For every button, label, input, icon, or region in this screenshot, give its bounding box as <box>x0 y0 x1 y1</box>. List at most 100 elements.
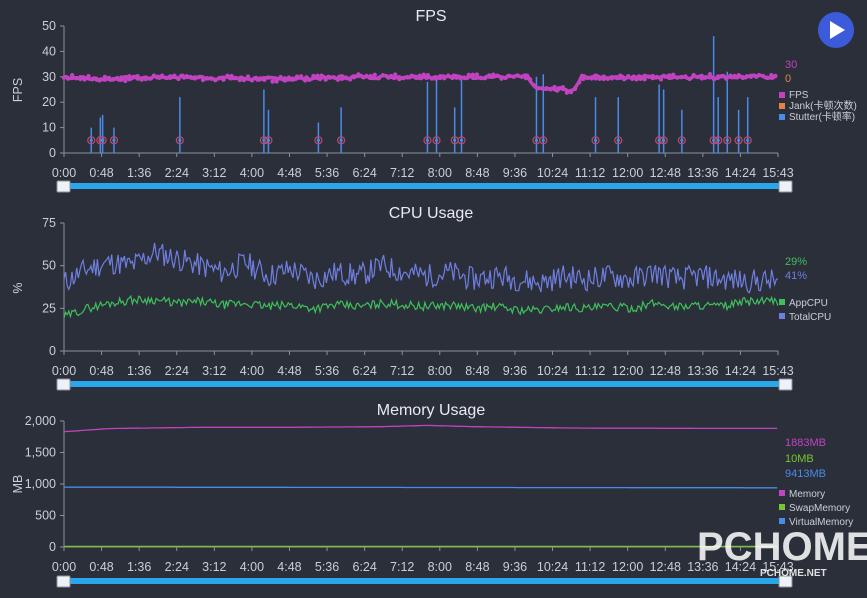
fps-point <box>748 74 754 79</box>
fps-point <box>773 73 778 79</box>
fps-point <box>703 75 709 80</box>
fps-point <box>360 74 365 80</box>
x-tick-label: 7:12 <box>390 364 414 378</box>
y-tick-label: 0 <box>49 540 56 554</box>
cpu-y-ticks: 0 25 50 75 <box>42 216 778 358</box>
fps-point <box>437 74 443 79</box>
fps-point <box>90 76 95 82</box>
fps-point <box>695 74 700 80</box>
stutter-point <box>725 138 729 142</box>
fps-point <box>262 77 267 82</box>
fps-point <box>307 77 312 82</box>
legend-swatch-totalcpu <box>779 313 785 319</box>
slider-handle-left[interactable] <box>56 180 71 193</box>
fps-point <box>233 75 238 81</box>
fps-point <box>339 76 345 82</box>
fps-point <box>572 86 578 92</box>
fps-point <box>94 77 99 82</box>
x-tick-label: 0:00 <box>52 166 76 180</box>
slider-handle-right[interactable] <box>778 575 793 588</box>
slider-handle-right[interactable] <box>778 378 793 391</box>
memory-time-slider[interactable] <box>56 575 793 588</box>
fps-point <box>634 77 639 82</box>
fps-point <box>311 73 316 79</box>
fps-point <box>392 72 398 77</box>
x-tick-label: 9:36 <box>503 364 527 378</box>
x-tick-label: 12:48 <box>650 560 681 574</box>
slider-handle-left[interactable] <box>56 378 71 391</box>
fps-point <box>409 73 414 79</box>
appcpu-line <box>63 294 779 319</box>
fps-point <box>589 76 594 81</box>
fps-point <box>119 75 124 80</box>
fps-point <box>168 75 173 81</box>
fps-time-slider[interactable] <box>56 180 793 193</box>
x-tick-label: 13:36 <box>687 364 718 378</box>
legend-swatch-swap <box>779 504 785 510</box>
fps-point <box>102 74 108 80</box>
fps-point <box>98 77 103 82</box>
x-tick-label: 15:43 <box>762 364 793 378</box>
slider-handle-left[interactable] <box>56 575 71 588</box>
fps-point <box>164 75 169 81</box>
fps-y-axis-label: FPS <box>11 78 25 102</box>
memory-legend: Memory SwapMemory VirtualMemory <box>779 489 853 528</box>
fps-point <box>319 73 324 78</box>
fps-point <box>155 74 161 79</box>
stutter-point <box>266 138 271 142</box>
fps-legend: FPS Jank(卡顿次数) Stutter(卡顿率) <box>779 90 857 123</box>
x-tick-label: 10:24 <box>537 364 568 378</box>
x-tick-label: 14:24 <box>725 166 756 180</box>
fps-point <box>626 73 631 79</box>
slider-handle-right[interactable] <box>778 180 793 193</box>
fps-point <box>298 74 304 79</box>
x-tick-label: 13:36 <box>687 560 718 574</box>
virtual-current-value: 9413MB <box>785 468 826 480</box>
fps-point <box>630 76 635 81</box>
x-tick-label: 11:12 <box>575 560 605 574</box>
x-tick-label: 4:48 <box>277 560 301 574</box>
cpu-chart-title: CPU Usage <box>389 205 474 222</box>
memory-current-value: 1883MB <box>785 437 826 449</box>
jank-marker <box>457 136 466 145</box>
x-tick-label: 3:12 <box>202 560 226 574</box>
fps-point <box>159 73 165 78</box>
fps-point <box>323 77 328 82</box>
fps-point <box>184 74 189 80</box>
fps-point <box>213 78 218 83</box>
fps-point <box>732 73 737 79</box>
memory-chart-title: Memory Usage <box>377 402 486 419</box>
fps-point <box>752 73 758 79</box>
slider-track[interactable] <box>64 183 786 189</box>
fps-point <box>176 76 181 82</box>
fps-point <box>736 73 741 78</box>
x-tick-label: 1:36 <box>127 364 151 378</box>
fps-point <box>127 74 132 79</box>
play-button[interactable] <box>818 12 854 48</box>
fps-point <box>266 75 271 80</box>
fps-point <box>270 79 275 84</box>
stutter-point <box>541 138 545 142</box>
stutter-point <box>662 138 666 142</box>
x-tick-label: 9:36 <box>503 560 527 574</box>
cpu-time-slider[interactable] <box>56 378 793 391</box>
stutter-point <box>453 138 457 142</box>
legend-label-virtual: VirtualMemory <box>789 517 853 528</box>
x-tick-label: 6:24 <box>352 560 376 574</box>
memory-line <box>63 424 778 433</box>
fps-point <box>769 73 774 78</box>
jank-marker <box>677 136 686 145</box>
fps-point <box>368 73 373 79</box>
memory-y-axis-label: MB <box>11 475 25 494</box>
y-tick-label: 0 <box>49 344 56 358</box>
fps-point <box>429 76 435 81</box>
fps-point <box>527 77 533 82</box>
x-tick-label: 15:43 <box>762 560 793 574</box>
x-tick-label: 1:36 <box>127 560 151 574</box>
fps-point <box>65 76 71 81</box>
slider-track[interactable] <box>64 578 786 584</box>
x-tick-label: 8:48 <box>465 560 489 574</box>
slider-track[interactable] <box>64 381 786 387</box>
y-tick-label: 2,000 <box>25 414 56 428</box>
